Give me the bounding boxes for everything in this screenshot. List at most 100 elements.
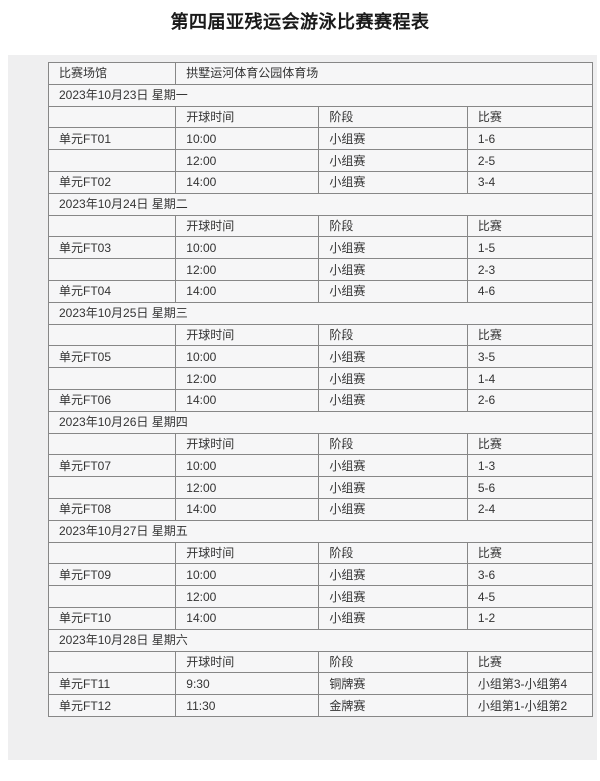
stage-cell: 小组赛 <box>318 585 468 608</box>
session-row: 单元FT08 14:00 小组赛 2-4 <box>47 497 594 521</box>
unit-header-cell <box>47 323 177 347</box>
unit-cell: 单元FT07 <box>47 454 177 478</box>
time-cell: 10:00 <box>175 345 320 369</box>
schedule-table: 比赛场馆 拱墅运河体育公园体育场 2023年10月23日 星期一 开球时间 阶段 比赛… <box>47 62 594 717</box>
match-header-cell: 比赛 <box>466 650 594 674</box>
stage-header-cell: 阶段 <box>318 323 468 347</box>
unit-cell: 单元FT11 <box>47 672 177 696</box>
match-cell: 3-4 <box>466 170 594 194</box>
unit-cell: 单元FT04 <box>47 279 177 303</box>
time-cell: 9:30 <box>175 672 320 696</box>
column-header-row: 开球时间 阶段 比赛 <box>47 214 594 238</box>
date-cell: 2023年10月23日 星期一 <box>48 83 593 107</box>
column-header-row: 开球时间 阶段 比赛 <box>47 323 594 347</box>
date-cell: 2023年10月28日 星期六 <box>48 628 593 652</box>
match-cell: 1-2 <box>466 606 594 630</box>
time-header-cell: 开球时间 <box>175 105 320 129</box>
stage-cell: 小组赛 <box>318 127 468 151</box>
match-header-cell: 比赛 <box>466 541 594 565</box>
stage-cell: 小组赛 <box>318 454 468 478</box>
time-cell: 12:00 <box>175 258 320 281</box>
unit-cell: 单元FT09 <box>47 563 177 587</box>
stage-cell: 小组赛 <box>318 497 468 521</box>
unit-header-cell <box>47 214 177 238</box>
stage-cell: 小组赛 <box>318 606 468 630</box>
match-cell: 1-4 <box>466 367 594 390</box>
unit-header-cell <box>47 541 177 565</box>
time-header-cell: 开球时间 <box>175 214 320 238</box>
match-cell: 2-3 <box>466 258 594 281</box>
unit-cell: 单元FT12 <box>47 694 177 717</box>
unit-cell <box>47 258 177 281</box>
match-header-cell: 比赛 <box>466 214 594 238</box>
venue-label-cell: 比赛场馆 <box>47 62 177 85</box>
stage-header-cell: 阶段 <box>318 105 468 129</box>
match-cell: 1-6 <box>466 127 594 151</box>
unit-cell: 单元FT03 <box>47 236 177 260</box>
stage-header-cell: 阶段 <box>318 650 468 674</box>
venue-value-cell: 拱墅运河体育公园体育场 <box>175 62 593 85</box>
unit-header-cell <box>47 432 177 456</box>
unit-cell: 单元FT05 <box>47 345 177 369</box>
session-row: 单元FT11 9:30 铜牌赛 小组第3-小组第4 <box>47 672 594 696</box>
session-row: 12:00 小组赛 4-5 <box>47 585 594 608</box>
time-cell: 12:00 <box>175 367 320 390</box>
time-cell: 10:00 <box>175 236 320 260</box>
unit-header-cell <box>47 105 177 129</box>
session-row: 12:00 小组赛 1-4 <box>47 367 594 390</box>
column-header-row: 开球时间 阶段 比赛 <box>47 105 594 129</box>
time-cell: 10:00 <box>175 563 320 587</box>
unit-cell: 单元FT10 <box>47 606 177 630</box>
stage-header-cell: 阶段 <box>318 541 468 565</box>
session-row: 单元FT06 14:00 小组赛 2-6 <box>47 388 594 412</box>
date-cell: 2023年10月27日 星期五 <box>48 519 593 543</box>
stage-header-cell: 阶段 <box>318 214 468 238</box>
stage-cell: 小组赛 <box>318 279 468 303</box>
stage-cell: 小组赛 <box>318 388 468 412</box>
session-row: 单元FT09 10:00 小组赛 3-6 <box>47 563 594 587</box>
schedule-table-body: 比赛场馆 拱墅运河体育公园体育场 2023年10月23日 星期一 开球时间 阶段 比赛… <box>47 62 594 717</box>
match-header-cell: 比赛 <box>466 323 594 347</box>
stage-cell: 金牌赛 <box>318 694 468 717</box>
session-row: 单元FT05 10:00 小组赛 3-5 <box>47 345 594 369</box>
session-row: 12:00 小组赛 2-3 <box>47 258 594 281</box>
stage-cell: 小组赛 <box>318 236 468 260</box>
stage-cell: 小组赛 <box>318 258 468 281</box>
stage-cell: 小组赛 <box>318 563 468 587</box>
time-cell: 14:00 <box>175 279 320 303</box>
date-row: 2023年10月25日 星期三 <box>48 301 593 325</box>
unit-cell: 单元FT02 <box>47 170 177 194</box>
date-row: 2023年10月28日 星期六 <box>48 628 593 652</box>
time-header-cell: 开球时间 <box>175 650 320 674</box>
stage-cell: 小组赛 <box>318 367 468 390</box>
stage-header-cell: 阶段 <box>318 432 468 456</box>
time-cell: 12:00 <box>175 149 320 172</box>
match-cell: 5-6 <box>466 476 594 499</box>
page-title: 第四届亚残运会游泳比赛赛程表 <box>170 12 430 32</box>
time-header-cell: 开球时间 <box>175 541 320 565</box>
match-cell: 小组第1-小组第2 <box>466 694 594 717</box>
unit-cell <box>47 149 177 172</box>
time-cell: 14:00 <box>175 497 320 521</box>
time-cell: 12:00 <box>175 585 320 608</box>
session-row: 12:00 小组赛 2-5 <box>47 149 594 172</box>
time-cell: 14:00 <box>175 388 320 412</box>
unit-cell: 单元FT08 <box>47 497 177 521</box>
column-header-row: 开球时间 阶段 比赛 <box>47 432 594 456</box>
column-header-row: 开球时间 阶段 比赛 <box>47 541 594 565</box>
date-row: 2023年10月23日 星期一 <box>48 83 593 107</box>
column-header-row: 开球时间 阶段 比赛 <box>47 650 594 674</box>
unit-cell <box>47 476 177 499</box>
date-row: 2023年10月24日 星期二 <box>48 192 593 216</box>
unit-cell: 单元FT06 <box>47 388 177 412</box>
time-cell: 10:00 <box>175 454 320 478</box>
schedule-sheet: 比赛场馆 拱墅运河体育公园体育场 2023年10月23日 星期一 开球时间 阶段 比赛… <box>8 55 597 760</box>
match-cell: 4-5 <box>466 585 594 608</box>
match-cell: 3-6 <box>466 563 594 587</box>
date-row: 2023年10月27日 星期五 <box>48 519 593 543</box>
match-cell: 小组第3-小组第4 <box>466 672 594 696</box>
session-row: 12:00 小组赛 5-6 <box>47 476 594 499</box>
date-cell: 2023年10月24日 星期二 <box>48 192 593 216</box>
time-header-cell: 开球时间 <box>175 432 320 456</box>
stage-cell: 小组赛 <box>318 476 468 499</box>
